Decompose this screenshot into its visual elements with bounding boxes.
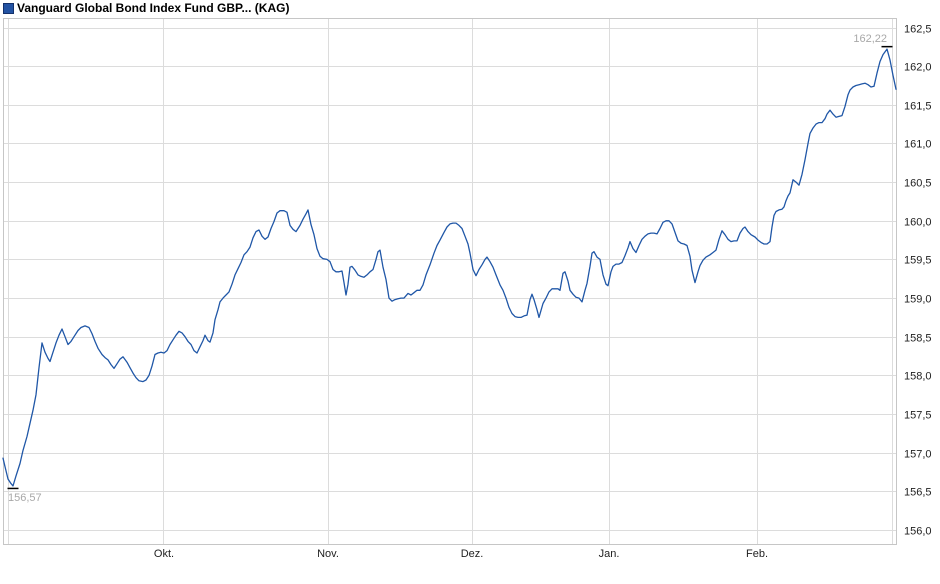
y-axis-tick-label: 156,5 (904, 487, 932, 499)
x-axis-month-label: Jan. (599, 548, 620, 560)
low-value-label: 156,57 (8, 492, 42, 504)
y-axis-tick-label: 158,0 (904, 371, 932, 383)
y-axis-tick-label: 161,5 (904, 101, 932, 113)
chart-title: Vanguard Global Bond Index Fund GBP... (… (17, 1, 290, 15)
y-axis-tick-label: 160,0 (904, 217, 932, 229)
x-axis-month-label: Feb. (746, 548, 768, 560)
y-axis-tick-label: 159,0 (904, 294, 932, 306)
y-axis-tick-label: 162,0 (904, 62, 932, 74)
y-axis-tick-label: 160,5 (904, 178, 932, 190)
y-axis-tick-label: 161,0 (904, 139, 932, 151)
x-axis-month-label: Dez. (461, 548, 484, 560)
x-axis-month-label: Nov. (317, 548, 339, 560)
y-axis-tick-label: 156,0 (904, 526, 932, 538)
x-axis-month-label: Okt. (154, 548, 174, 560)
plot-frame (3, 18, 897, 545)
y-axis-tick-label: 159,5 (904, 255, 932, 267)
y-axis-tick-label: 162,5 (904, 24, 932, 36)
chart-header: Vanguard Global Bond Index Fund GBP... (… (0, 0, 940, 18)
y-axis-tick-label: 157,5 (904, 410, 932, 422)
y-axis-tick-label: 157,0 (904, 449, 932, 461)
price-line-series (2, 48, 897, 487)
high-value-label: 162,22 (853, 33, 887, 45)
fund-series-icon (3, 3, 14, 14)
y-axis-tick-label: 158,5 (904, 333, 932, 345)
